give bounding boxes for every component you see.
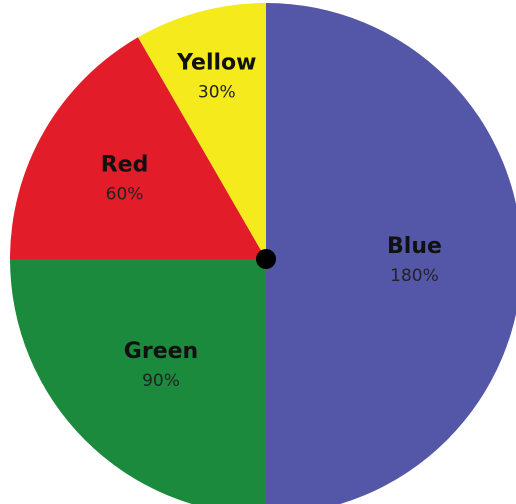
pie-slice-blue bbox=[266, 3, 516, 504]
slice-value-blue: 180% bbox=[390, 266, 439, 286]
pie-slice-green bbox=[10, 259, 266, 504]
slice-label-yellow: Yellow bbox=[176, 50, 256, 75]
slice-label-green: Green bbox=[124, 339, 198, 364]
center-dot bbox=[256, 249, 276, 269]
slice-value-red: 60% bbox=[106, 184, 144, 204]
slice-label-blue: Blue bbox=[387, 234, 442, 259]
pie-slice-yellow bbox=[138, 3, 266, 259]
slice-label-red: Red bbox=[101, 152, 149, 177]
slice-value-green: 90% bbox=[142, 371, 180, 391]
pie-slice-red bbox=[10, 37, 266, 259]
pie-labels: Blue 180% Green 90% Red 60% Yellow 30% bbox=[101, 50, 442, 391]
pie-slices bbox=[10, 3, 516, 504]
slice-value-yellow: 30% bbox=[198, 82, 236, 102]
